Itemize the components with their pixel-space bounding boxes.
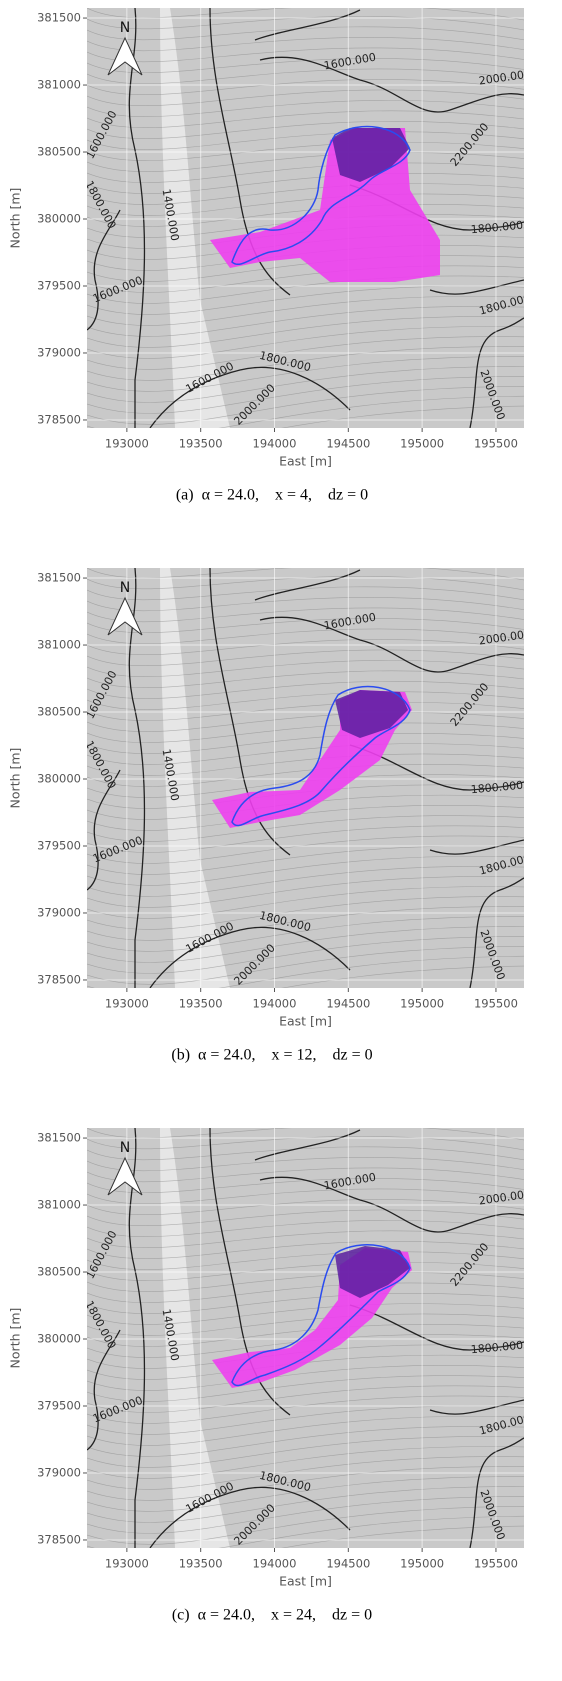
map-panel: 1600.0002000.0002200.0001800.0001400.000… (0, 560, 562, 1120)
y-tick-label: 379500 (37, 1398, 81, 1412)
y-tick-label: 379000 (37, 1465, 81, 1479)
x-tick-label: 195000 (400, 997, 444, 1011)
x-tick-label: 193500 (179, 1557, 223, 1571)
caption: (a) α = 24.0, x = 4, dz = 0 (176, 487, 368, 504)
y-tick-label: 380000 (37, 1332, 81, 1346)
north-label: N (120, 20, 130, 36)
x-tick-label: 193000 (105, 997, 149, 1011)
plot-area: 1600.0002000.0002200.0001800.0001400.000… (82, 566, 532, 1007)
x-axis-label: East [m] (279, 1574, 332, 1589)
y-axis-label: North [m] (8, 1308, 23, 1369)
map-panel: 1600.0002000.0002200.0001800.0001400.000… (0, 1120, 562, 1680)
y-tick-label: 381000 (37, 78, 81, 92)
x-tick-label: 193000 (105, 1557, 149, 1571)
x-tick-label: 194000 (253, 437, 297, 451)
x-tick-label: 193500 (179, 997, 223, 1011)
plot-area: 1600.0002000.0002200.0001800.0001400.000… (82, 1126, 532, 1567)
y-tick-label: 379000 (37, 345, 81, 359)
y-tick-label: 379500 (37, 838, 81, 852)
y-tick-label: 380500 (37, 705, 81, 719)
y-tick-label: 380000 (37, 772, 81, 786)
x-tick-label: 195000 (400, 437, 444, 451)
x-tick-label: 193000 (105, 437, 149, 451)
caption: (b) α = 24.0, x = 12, dz = 0 (171, 1047, 372, 1064)
x-tick-label: 195500 (474, 1557, 518, 1571)
y-tick-label: 381500 (37, 11, 81, 25)
y-tick-label: 380000 (37, 212, 81, 226)
y-tick-label: 381500 (37, 1131, 81, 1145)
caption: (c) α = 24.0, x = 24, dz = 0 (172, 1607, 372, 1624)
map-panel: 1600.0002000.0002200.0001800.0001400.000… (0, 0, 562, 560)
y-tick-label: 379500 (37, 278, 81, 292)
figure: 1600.0002000.0002200.0001800.0001400.000… (0, 0, 562, 1681)
x-tick-label: 194500 (326, 1557, 370, 1571)
x-tick-label: 194000 (253, 997, 297, 1011)
x-tick-label: 194500 (326, 997, 370, 1011)
y-tick-label: 378500 (37, 972, 81, 986)
y-tick-label: 379000 (37, 905, 81, 919)
x-tick-label: 195000 (400, 1557, 444, 1571)
y-tick-label: 381000 (37, 1198, 81, 1212)
x-axis-label: East [m] (279, 454, 332, 469)
y-axis-label: North [m] (8, 748, 23, 809)
x-tick-label: 195500 (474, 437, 518, 451)
y-tick-label: 378500 (37, 412, 81, 426)
x-tick-label: 195500 (474, 997, 518, 1011)
north-label: N (120, 580, 130, 596)
y-tick-label: 378500 (37, 1532, 81, 1546)
x-axis-label: East [m] (279, 1014, 332, 1029)
x-tick-label: 193500 (179, 437, 223, 451)
y-axis-label: North [m] (8, 188, 23, 249)
north-label: N (120, 1140, 130, 1156)
x-tick-label: 194000 (253, 1557, 297, 1571)
x-tick-label: 194500 (326, 437, 370, 451)
y-tick-label: 381500 (37, 571, 81, 585)
y-tick-label: 380500 (37, 1265, 81, 1279)
y-tick-label: 380500 (37, 145, 81, 159)
plot-area: 1600.0002000.0002200.0001800.0001400.000… (82, 6, 532, 447)
y-tick-label: 381000 (37, 638, 81, 652)
